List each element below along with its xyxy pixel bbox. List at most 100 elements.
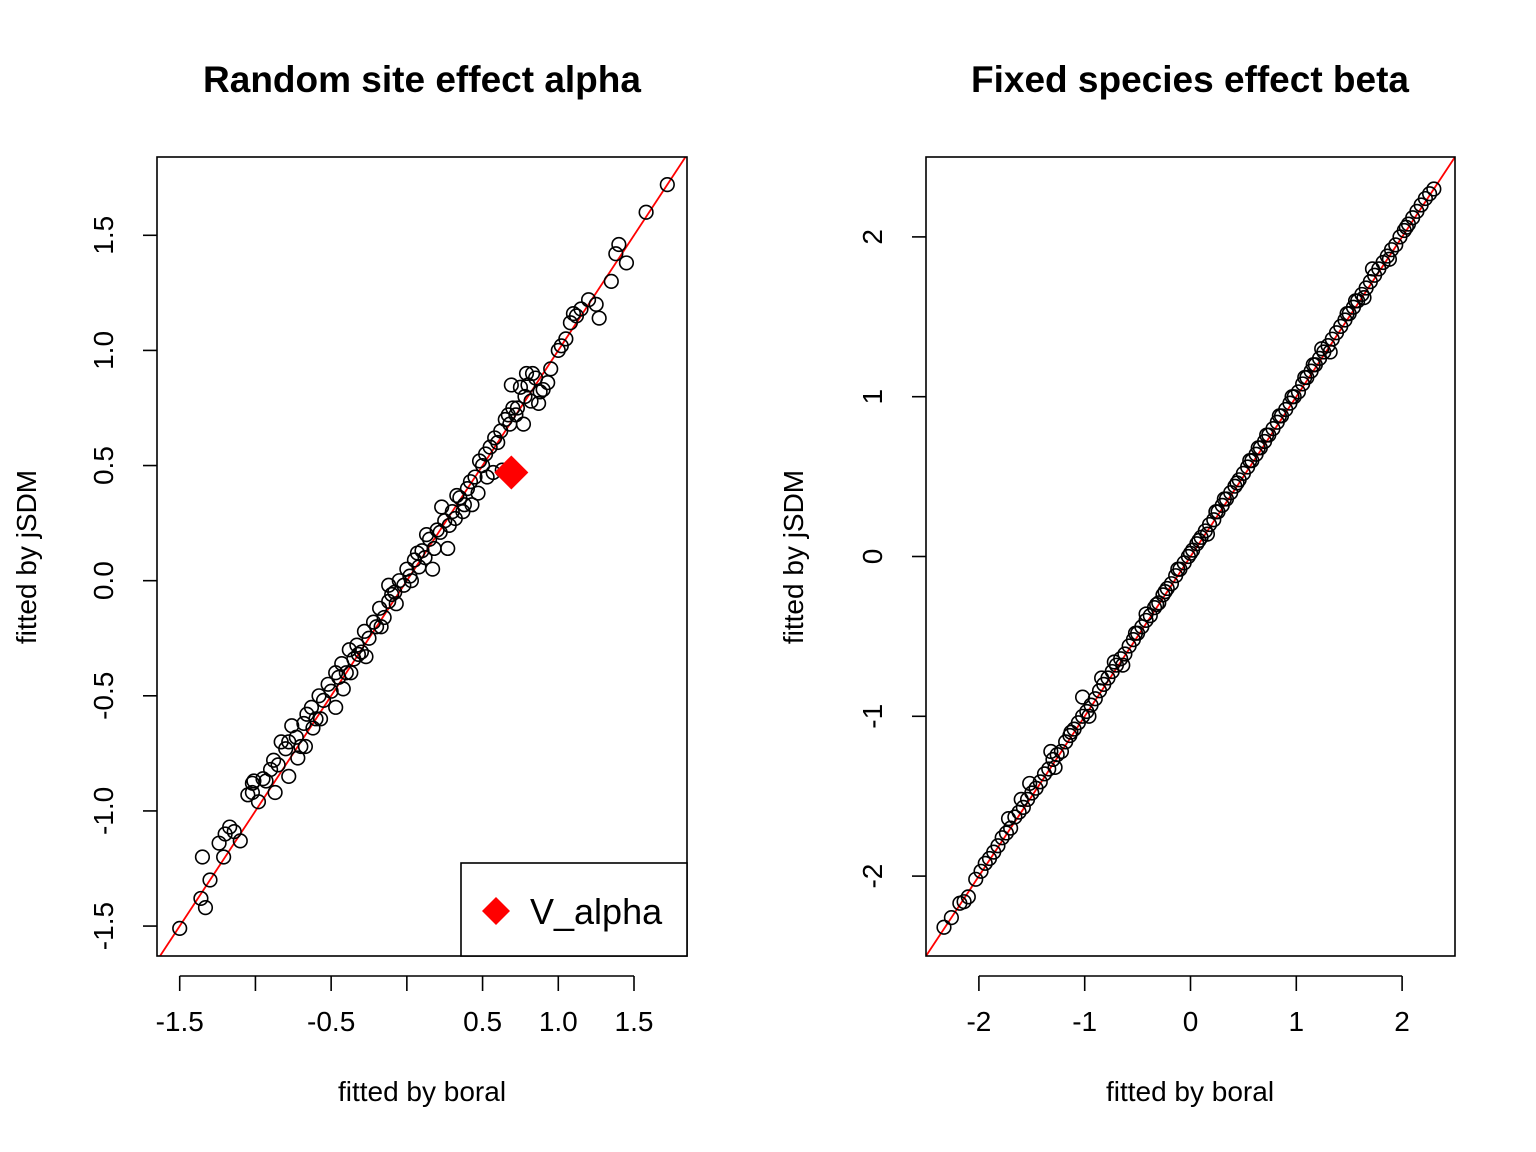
data-point — [323, 683, 339, 699]
y-axis-label: fitted by jSDM — [11, 470, 42, 644]
data-point — [381, 577, 397, 593]
data-point — [288, 729, 304, 745]
data-point — [524, 365, 541, 382]
data-point — [659, 177, 675, 193]
x-tick-label: -1.5 — [156, 1006, 204, 1037]
data-point — [1206, 512, 1222, 528]
data-point — [1053, 743, 1070, 760]
data-point — [508, 407, 524, 423]
data-point — [1015, 799, 1031, 815]
plot-frame — [156, 156, 688, 957]
data-point — [467, 469, 483, 485]
data-point — [543, 361, 559, 377]
data-point — [1149, 596, 1165, 613]
data-point — [1094, 670, 1110, 686]
plot-frame — [925, 156, 1456, 957]
data-point — [1216, 491, 1232, 507]
data-point — [1250, 440, 1266, 456]
chart-title: Random site effect alpha — [203, 59, 641, 100]
data-point — [1007, 809, 1023, 825]
data-point — [368, 619, 385, 635]
panel-random-site-effect-alpha: Random site effect alpha fitted by boral… — [11, 59, 688, 1107]
data-point — [1117, 646, 1133, 662]
data-point — [1259, 427, 1275, 443]
data-point — [1388, 237, 1404, 253]
data-point — [267, 784, 283, 801]
data-point — [500, 407, 516, 423]
y-tick-label: 1.5 — [88, 216, 119, 255]
legend-marker-v-alpha — [482, 897, 510, 925]
data-point — [1074, 708, 1091, 724]
y-tick-label: -1.5 — [88, 902, 119, 950]
data-point — [193, 890, 209, 907]
data-point — [990, 838, 1006, 854]
data-point — [1022, 775, 1038, 792]
plot-area — [158, 157, 687, 956]
data-point — [462, 474, 479, 490]
data-point — [618, 255, 635, 271]
data-point — [1047, 759, 1063, 776]
data-point — [418, 527, 435, 543]
data-point-v-alpha — [494, 455, 529, 490]
data-point — [358, 649, 374, 665]
data-point — [1201, 516, 1218, 533]
data-point — [968, 871, 984, 887]
data-point — [490, 434, 506, 451]
data-point — [1347, 293, 1364, 309]
data-point — [315, 692, 332, 709]
data-point — [943, 910, 959, 926]
y-axis-label: fitted by jSDM — [778, 470, 809, 644]
data-point — [1157, 584, 1173, 600]
data-point — [391, 573, 407, 589]
y-tick-label: -1 — [857, 704, 888, 729]
y-tick-label: 0.5 — [88, 446, 119, 485]
data-point — [1381, 251, 1398, 267]
ticks: -2 -1 0 1 2 -2 -1 0 1 2 — [857, 229, 1410, 1037]
data-point — [388, 596, 404, 612]
data-point — [384, 586, 400, 603]
x-tick-label: 1.0 — [539, 1006, 578, 1037]
data-point — [530, 395, 547, 411]
y-tick-label: 1 — [857, 389, 888, 405]
data-point — [425, 561, 441, 577]
y-tick-label: 0 — [857, 549, 888, 565]
data-point — [503, 377, 519, 393]
y-tick-label: -0.5 — [88, 672, 119, 720]
data-point — [608, 246, 624, 262]
data-point — [246, 773, 262, 789]
data-point — [1242, 453, 1258, 469]
data-point — [328, 699, 344, 715]
y-tick-label: 2 — [857, 229, 888, 245]
y-tick-label: 1.0 — [88, 331, 119, 370]
data-point — [222, 819, 238, 835]
points-layer — [936, 181, 1442, 935]
data-point — [320, 676, 336, 692]
data-point — [449, 487, 465, 504]
y-tick-label: -1.0 — [88, 787, 119, 835]
data-point — [1170, 561, 1186, 577]
data-point — [373, 619, 389, 635]
data-point — [216, 849, 232, 865]
data-point — [1305, 357, 1321, 373]
data-point — [172, 920, 188, 936]
data-point — [532, 384, 548, 400]
data-point — [611, 236, 627, 253]
ticks: -1.5 -0.5 0.5 1.0 1.5 -1.5 -1.0 -0.5 0.0 0.5 1.0 1.… — [88, 216, 653, 1037]
y-tick-label: -2 — [857, 864, 888, 889]
data-point — [455, 503, 471, 520]
data-point — [266, 752, 282, 768]
data-point — [1314, 341, 1330, 357]
data-point — [1151, 595, 1167, 611]
data-point — [479, 469, 495, 485]
data-point — [1422, 186, 1438, 202]
data-point — [456, 497, 473, 513]
data-point — [1284, 389, 1300, 405]
data-point — [250, 794, 267, 810]
data-point — [1138, 612, 1154, 629]
data-point — [232, 833, 248, 849]
data-point — [376, 609, 392, 626]
data-point — [297, 738, 314, 755]
data-point — [540, 375, 556, 391]
data-point — [1356, 290, 1372, 306]
data-point — [312, 711, 329, 727]
